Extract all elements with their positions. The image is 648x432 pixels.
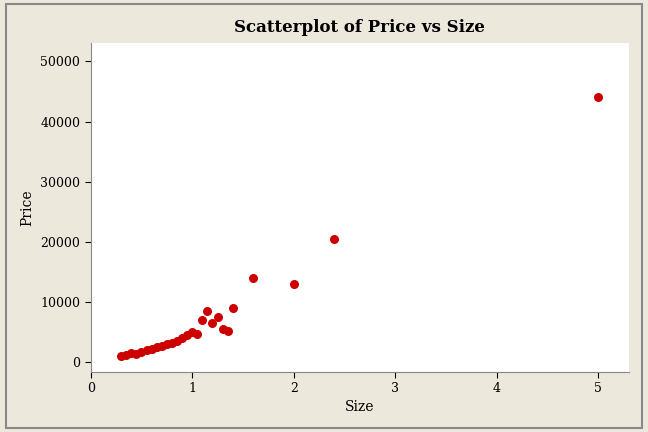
Y-axis label: Price: Price — [21, 189, 35, 226]
Point — [152, 344, 162, 351]
Point — [593, 94, 603, 101]
Point — [213, 314, 223, 321]
Point — [187, 329, 198, 336]
Point — [136, 348, 146, 355]
Point — [161, 341, 172, 348]
Point — [167, 340, 177, 346]
Point — [329, 235, 340, 242]
Point — [222, 328, 233, 335]
Point — [218, 326, 228, 333]
Title: Scatterplot of Price vs Size: Scatterplot of Price vs Size — [234, 19, 485, 36]
Point — [182, 332, 192, 339]
Point — [146, 346, 157, 353]
Point — [177, 335, 187, 342]
Point — [207, 320, 218, 327]
Point — [157, 342, 167, 349]
Point — [227, 305, 238, 312]
Point — [192, 330, 202, 337]
Point — [121, 352, 132, 359]
Point — [141, 347, 152, 354]
X-axis label: Size: Size — [345, 400, 375, 414]
Point — [197, 317, 207, 324]
Point — [131, 351, 141, 358]
Point — [126, 350, 137, 357]
Point — [202, 308, 213, 315]
Point — [248, 275, 259, 282]
Point — [288, 281, 299, 288]
Point — [116, 353, 126, 360]
Point — [172, 338, 182, 345]
